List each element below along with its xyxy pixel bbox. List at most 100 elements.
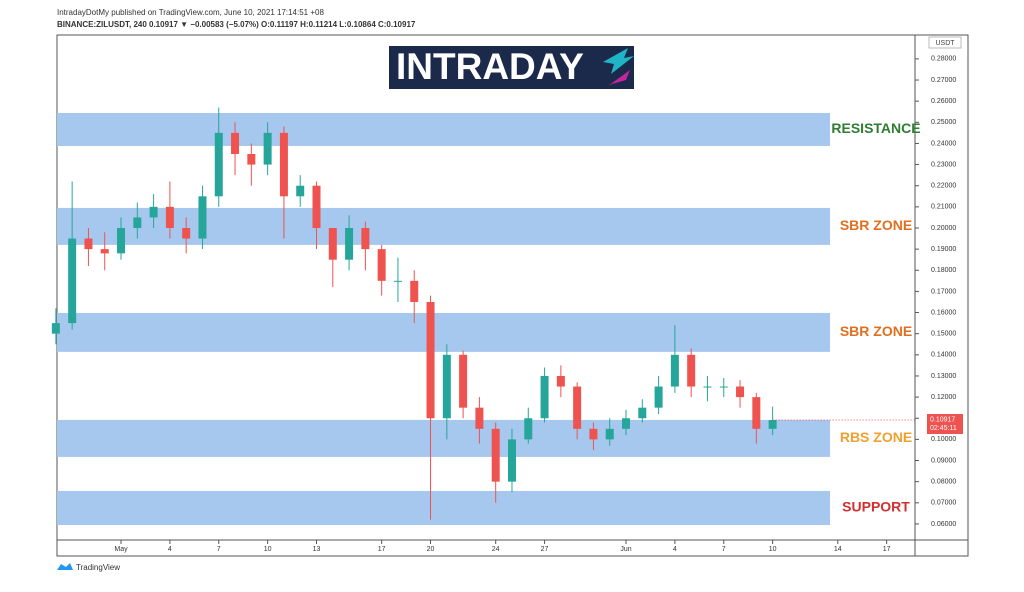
candle-body xyxy=(524,418,533,440)
y-tick-label: 0.20000 xyxy=(931,225,956,232)
y-tick-label: 0.15000 xyxy=(931,331,956,338)
logo-box xyxy=(389,46,634,89)
zone-label: SBR ZONE xyxy=(840,323,912,339)
zone-label: SBR ZONE xyxy=(840,217,912,233)
x-tick-label: 10 xyxy=(769,546,777,553)
candle-body xyxy=(589,428,598,440)
y-tick-label: 0.07000 xyxy=(931,500,956,507)
y-tick-label: 0.09000 xyxy=(931,457,956,464)
candle-body xyxy=(377,249,386,281)
y-tick-label: 0.17000 xyxy=(931,288,956,295)
x-tick-label: 27 xyxy=(541,546,549,553)
candle-body xyxy=(752,397,761,429)
candle-body xyxy=(654,386,663,408)
logo: INTRADAY xyxy=(389,46,634,89)
y-tick-label: 0.10000 xyxy=(931,436,956,443)
candle-body xyxy=(133,217,142,228)
candle-body xyxy=(442,354,451,419)
plot: 0.060000.070000.080000.090000.100000.110… xyxy=(51,56,963,553)
y-tick-label: 0.25000 xyxy=(931,119,956,126)
candle-body xyxy=(100,249,109,254)
zone-label: RBS ZONE xyxy=(840,429,912,445)
candle-body xyxy=(247,154,256,165)
last-price-box xyxy=(927,413,963,434)
candle-body xyxy=(475,407,484,429)
candle-body xyxy=(296,185,305,197)
x-tick-label: 4 xyxy=(673,546,677,553)
zone xyxy=(57,312,830,352)
currency: USDT xyxy=(935,40,955,47)
candle-body xyxy=(214,132,223,197)
candle-body xyxy=(263,132,272,165)
x-tick-label: Jun xyxy=(620,546,631,553)
y-tick-label: 0.21000 xyxy=(931,204,956,211)
zone-label: RESISTANCE xyxy=(831,120,920,136)
y-tick-label: 0.22000 xyxy=(931,183,956,190)
y-tick-label: 0.24000 xyxy=(931,140,956,147)
x-tick-label: 7 xyxy=(217,546,221,553)
candle-body xyxy=(361,227,370,250)
currency-box xyxy=(928,36,962,49)
x-tick-label: 13 xyxy=(313,546,321,553)
y-tick-label: 0.28000 xyxy=(931,56,956,63)
candle-body xyxy=(491,428,500,482)
footer: TradingView xyxy=(76,563,120,572)
countdown: 02:45:11 xyxy=(930,425,957,432)
y-tick-label: 0.13000 xyxy=(931,373,956,380)
candle-body xyxy=(736,386,745,398)
tv-icon xyxy=(57,563,73,570)
symbol-line: BINANCE:ZILUSDT, 240 0.10917 ▼ −0.00583 … xyxy=(57,20,416,29)
zone-label: SUPPORT xyxy=(842,499,910,515)
candle-body xyxy=(312,185,321,228)
candle-body xyxy=(165,206,174,228)
y-tick-label: 0.06000 xyxy=(931,521,956,528)
y-tick-label: 0.14000 xyxy=(931,352,956,359)
x-tick-label: 10 xyxy=(264,546,272,553)
candle-body xyxy=(231,132,240,155)
candle-body xyxy=(573,386,582,429)
x-tick-label: 7 xyxy=(722,546,726,553)
y-tick-label: 0.19000 xyxy=(931,246,956,253)
candle-body xyxy=(279,132,288,197)
candle-body xyxy=(149,206,158,218)
candle-body xyxy=(507,439,516,482)
zone xyxy=(57,419,830,457)
candle-body xyxy=(768,419,777,429)
candle-body xyxy=(605,428,614,440)
x-tick-label: 17 xyxy=(883,546,891,553)
candle-body xyxy=(117,227,126,254)
candle-body xyxy=(670,354,679,387)
y-tick-label: 0.16000 xyxy=(931,309,956,316)
x-tick-label: 4 xyxy=(168,546,172,553)
zone xyxy=(57,490,830,525)
candle-body xyxy=(540,375,549,419)
x-tick-label: May xyxy=(114,546,128,553)
y-tick-label: 0.08000 xyxy=(931,479,956,486)
candle-body xyxy=(393,280,402,282)
candle-body xyxy=(84,238,93,250)
x-tick-label: 24 xyxy=(492,546,500,553)
candle-body xyxy=(556,375,565,387)
y-tick-label: 0.26000 xyxy=(931,98,956,105)
y-tick-label: 0.23000 xyxy=(931,161,956,168)
candle-body xyxy=(638,407,647,419)
x-tick-label: 14 xyxy=(834,546,842,553)
candle-body xyxy=(328,227,337,260)
logo-arrow-up xyxy=(603,48,634,74)
candle-body xyxy=(68,238,77,324)
logo-text: INTRADAY xyxy=(396,46,584,87)
candle-body xyxy=(719,386,728,388)
zone xyxy=(57,113,830,146)
candle-body xyxy=(410,280,419,302)
candle-body xyxy=(198,196,207,239)
last-price-label: 0.10917 xyxy=(930,416,955,423)
y-tick-label: 0.12000 xyxy=(931,394,956,401)
candle-body xyxy=(345,227,354,260)
candle-body xyxy=(51,323,60,334)
candle-body xyxy=(687,354,696,387)
logo-arrow-down xyxy=(608,70,630,86)
x-tick-label: 20 xyxy=(427,546,435,553)
y-tick-label: 0.27000 xyxy=(931,77,956,84)
y-tick-label: 0.18000 xyxy=(931,267,956,274)
candle-body xyxy=(182,227,191,239)
